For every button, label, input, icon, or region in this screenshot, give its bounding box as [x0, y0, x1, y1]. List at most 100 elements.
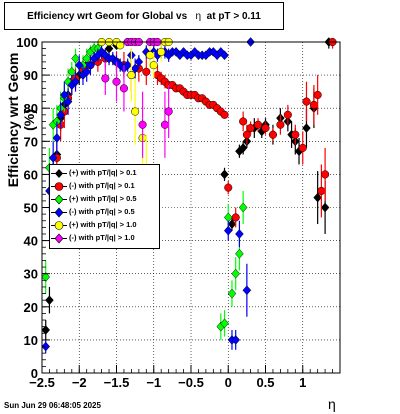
x-tick-label: −1 [146, 375, 161, 390]
data-point [71, 71, 80, 92]
data-point [283, 104, 292, 125]
data-point [309, 85, 318, 125]
data-point [328, 37, 337, 49]
data-point [149, 51, 158, 79]
point-marker [134, 56, 144, 67]
data-point [231, 207, 240, 228]
point-marker [157, 47, 166, 56]
data-point [138, 91, 147, 158]
point-marker [82, 66, 92, 77]
point-marker [321, 170, 330, 179]
data-point [116, 41, 125, 50]
data-point [231, 257, 241, 291]
point-marker [320, 202, 330, 213]
x-tick-label: −1.5 [104, 375, 130, 390]
legend-entry: (-) with pT/|q| > 0.1 [50, 180, 159, 193]
legend-entry: (+) with pT/|q| > 0.1 [50, 167, 159, 180]
data-point [276, 114, 285, 135]
axes: −2.5 −2 −1.5 −1 −0.5 0 0.5 10102030405060708090… [16, 35, 341, 390]
point-marker [41, 272, 51, 282]
data-point [45, 286, 54, 314]
y-tick-label: 100 [16, 35, 38, 50]
point-marker [71, 76, 80, 87]
point-marker [313, 90, 322, 100]
y-tick-label: 20 [24, 300, 38, 315]
point-marker [112, 77, 121, 86]
x-tick-label: −2 [72, 375, 87, 390]
point-marker [239, 117, 248, 126]
point-marker [242, 285, 252, 296]
data-point [60, 81, 69, 109]
series [101, 37, 173, 158]
point-marker [220, 110, 229, 119]
legend-entry: (+) with pT/|q| > 1.0 [50, 219, 159, 232]
chart-title: Efficiency wrt Geom for Global vs η at p… [5, 11, 283, 22]
legend-entry: (-) with pT/|q| > 1.0 [50, 232, 159, 245]
timestamp: Sun Jun 29 06:48:05 2025 [4, 401, 101, 410]
point-marker [145, 51, 155, 60]
data-point [157, 42, 166, 62]
data-point [220, 50, 229, 61]
data-point [63, 88, 73, 115]
point-marker [231, 268, 241, 279]
data-point [82, 61, 92, 82]
data-point [313, 75, 322, 115]
point-marker [317, 186, 326, 195]
data-point [291, 124, 300, 145]
point-marker [283, 110, 292, 119]
point-marker [86, 60, 95, 71]
y-tick-label: 60 [24, 167, 38, 182]
data-point [238, 141, 248, 155]
point-marker [130, 63, 140, 74]
data-point [160, 91, 169, 158]
data-point [52, 121, 62, 155]
data-point [239, 111, 248, 132]
data-point [74, 55, 84, 76]
data-point [321, 147, 330, 201]
point-marker [220, 169, 229, 180]
point-marker [227, 219, 237, 229]
point-marker [235, 248, 244, 259]
point-marker [123, 60, 133, 71]
legend-label: (+) with pT/|q| > 1.0 [69, 220, 137, 229]
data-point [220, 310, 229, 337]
chart-title-prefix: Efficiency wrt Geom for Global vs [27, 11, 188, 22]
data-point [231, 329, 241, 350]
legend-label: (-) with pT/|q| > 0.1 [69, 181, 135, 190]
point-marker [268, 130, 278, 139]
chart-title-box: Efficiency wrt Geom for Global vs η at p… [4, 2, 284, 30]
point-marker [74, 60, 84, 71]
point-marker [246, 124, 255, 133]
data-point [142, 58, 151, 86]
point-marker [302, 97, 311, 106]
point-marker [253, 120, 263, 129]
y-tick-label: 50 [24, 201, 38, 216]
point-marker [116, 41, 125, 50]
data-point [56, 101, 65, 129]
point-marker [302, 123, 311, 133]
data-point [112, 61, 121, 102]
point-marker [298, 143, 307, 152]
data-point [238, 190, 248, 225]
point-marker [149, 61, 158, 70]
point-marker [48, 152, 58, 163]
data-point [220, 110, 229, 119]
y-axis-label: Efficiency wrt Geom (%) [5, 52, 37, 188]
data-point [253, 118, 263, 132]
point-marker [261, 124, 270, 133]
point-marker [52, 133, 62, 143]
y-tick-label: 70 [24, 134, 38, 149]
point-marker [313, 192, 322, 203]
point-marker [60, 90, 69, 100]
point-marker [71, 53, 80, 64]
y-tick-label: 0 [31, 366, 38, 381]
point-marker [223, 225, 233, 236]
point-marker [56, 109, 65, 120]
point-marker [276, 120, 285, 129]
point-marker [238, 202, 248, 213]
legend-marker-icon [51, 207, 67, 218]
data-point [227, 217, 237, 231]
point-marker [231, 213, 240, 222]
data-point [41, 260, 51, 294]
data-point [242, 263, 252, 317]
